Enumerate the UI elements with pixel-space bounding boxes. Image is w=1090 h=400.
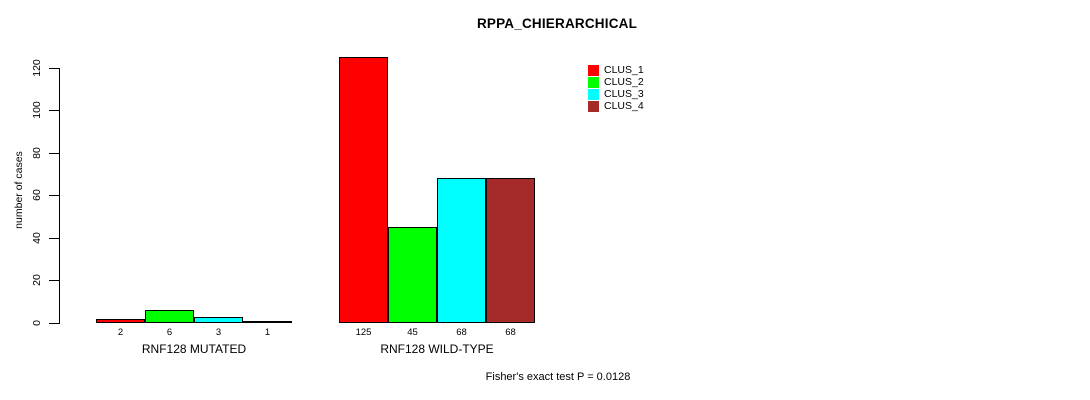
legend-label: CLUS_1 [604,64,644,76]
bar-clus_3-group1 [194,316,243,323]
legend-row: CLUS_3 [588,88,644,100]
chart-title: RPPA_CHIERARCHICAL [476,16,638,31]
legend-label: CLUS_3 [604,88,644,100]
bar-clus_2-group2 [388,226,437,323]
y-axis-tick-label: 20 [31,274,43,286]
y-axis-tick [49,280,59,281]
legend-swatch-clus_2 [588,76,599,88]
bar-clus_1-group2 [339,56,388,323]
legend-swatch-clus_1 [588,64,599,76]
bar-clus_4-group2 [486,177,535,323]
y-axis-tick-label: 120 [31,58,43,77]
legend-label: CLUS_4 [604,100,644,112]
bar-value-label: 2 [117,327,124,338]
bar-value-label: 68 [456,327,467,338]
y-axis-tick [49,322,59,324]
bar-clus_3-group2 [437,177,486,323]
y-axis-tick-label: 80 [31,146,43,159]
legend-row: CLUS_1 [588,64,644,76]
pvalue-annotation: Fisher's exact test P = 0.0128 [485,371,631,383]
y-axis-tick-label: 60 [31,189,43,201]
x-group-label: RNF128 WILD-TYPE [380,342,494,356]
bar-value-label: 1 [264,327,271,338]
legend-swatch-clus_3 [588,88,599,100]
bar-clus_2-group1 [145,309,194,323]
legend-row: CLUS_2 [588,76,644,88]
bar-value-label: 125 [355,327,372,338]
legend-swatch-clus_4 [588,100,599,112]
bar-value-label: 3 [215,327,222,338]
y-axis-tick [49,195,59,196]
x-group-label: RNF128 MUTATED [141,342,247,356]
y-axis-tick [49,67,59,69]
legend: CLUS_1 CLUS_2 CLUS_3 CLUS_4 [588,64,644,112]
y-axis-tick [49,152,59,154]
y-axis-tick-label: 40 [31,231,43,244]
bar-value-label: 68 [505,327,516,338]
bar-value-label: 45 [407,327,418,338]
y-axis-tick-label: 100 [31,101,43,119]
bar-clus_1-group1 [96,318,145,323]
y-axis-label: number of cases [13,151,25,229]
y-axis-line [59,67,60,324]
legend-row: CLUS_4 [588,100,644,112]
y-axis-tick [49,237,59,239]
y-axis-tick [49,110,59,111]
legend-label: CLUS_2 [604,76,644,88]
bar-value-label: 6 [166,327,173,338]
y-axis-tick-label: 0 [31,319,43,326]
bar-clus_4-group1 [243,320,292,323]
